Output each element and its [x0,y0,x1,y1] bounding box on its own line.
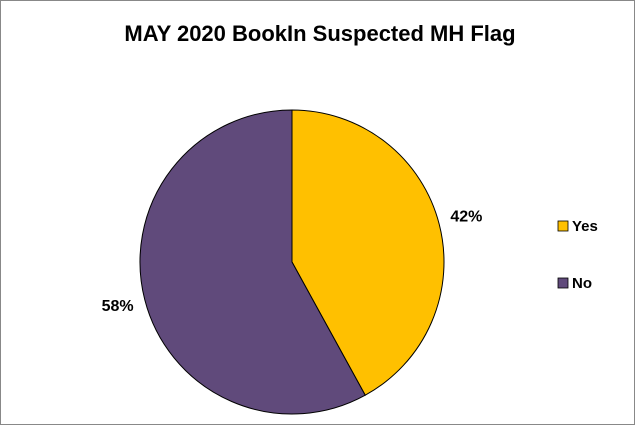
pie-slice [291,109,445,396]
legend-label: Yes [572,218,598,235]
legend-label: No [572,275,592,292]
pie-slice [139,109,366,415]
chart-title: MAY 2020 BookIn Suspected MH Flag [124,21,515,46]
data-label: 42% [450,208,482,225]
legend-swatch [557,220,569,232]
data-label: 58% [102,298,134,315]
legend-swatch [557,277,569,289]
